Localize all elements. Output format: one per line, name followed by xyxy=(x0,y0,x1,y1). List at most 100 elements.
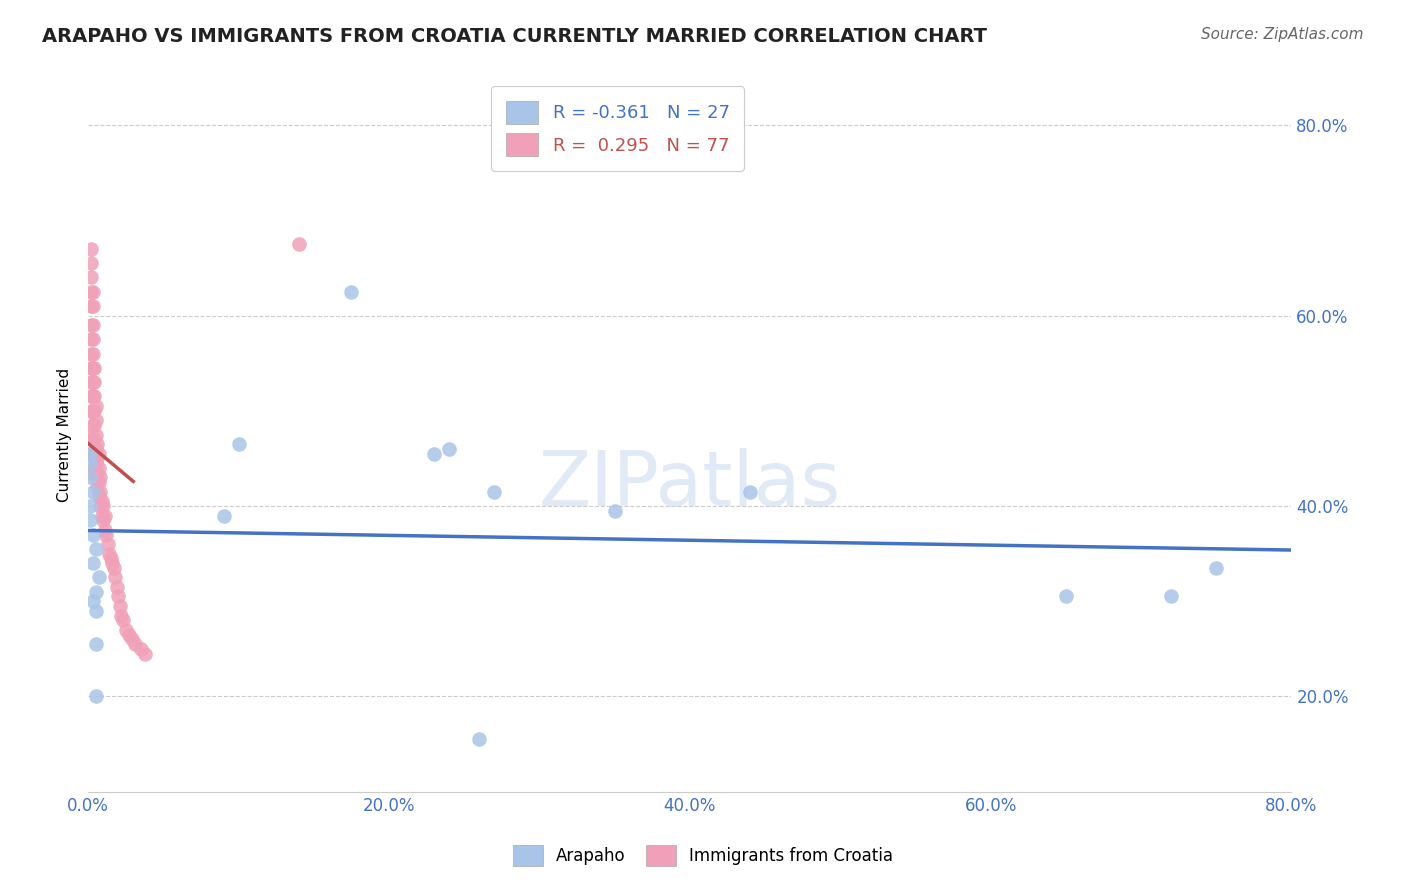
Point xyxy=(82,556,104,570)
Point xyxy=(87,447,110,461)
Point xyxy=(79,513,101,527)
Point xyxy=(82,403,104,417)
Point xyxy=(84,442,107,456)
Point xyxy=(80,318,103,332)
Point xyxy=(212,508,235,523)
Point xyxy=(93,508,115,523)
Point xyxy=(80,299,103,313)
Point xyxy=(80,389,103,403)
Point xyxy=(82,484,104,499)
Point xyxy=(90,508,112,523)
Point xyxy=(108,599,131,613)
Point xyxy=(84,427,107,442)
Point xyxy=(134,647,156,661)
Point xyxy=(79,447,101,461)
Point xyxy=(83,375,105,389)
Point xyxy=(82,360,104,375)
Point xyxy=(87,570,110,584)
Point xyxy=(98,547,121,561)
Point xyxy=(97,537,120,551)
Point xyxy=(83,360,105,375)
Point xyxy=(105,580,128,594)
Point xyxy=(82,433,104,447)
Point xyxy=(84,604,107,618)
Point xyxy=(84,584,107,599)
Point xyxy=(80,242,103,256)
Point xyxy=(84,456,107,470)
Point xyxy=(124,637,146,651)
Point xyxy=(340,285,363,299)
Point xyxy=(79,499,101,513)
Point xyxy=(89,470,111,484)
Point xyxy=(83,403,105,417)
Point xyxy=(93,523,115,537)
Point xyxy=(104,570,127,584)
Point xyxy=(80,360,103,375)
Point xyxy=(1054,590,1077,604)
Point xyxy=(96,527,118,541)
Point xyxy=(87,490,110,504)
Point xyxy=(84,637,107,651)
Point xyxy=(79,466,101,480)
Point xyxy=(89,499,111,513)
Point xyxy=(87,461,110,475)
Point xyxy=(79,470,101,484)
Point xyxy=(82,375,104,389)
Text: ZIPatlas: ZIPatlas xyxy=(538,448,841,522)
Point xyxy=(603,504,626,518)
Point xyxy=(129,641,152,656)
Point xyxy=(118,627,141,641)
Point xyxy=(110,608,132,623)
Point xyxy=(83,389,105,403)
Legend: R = -0.361   N = 27, R =  0.295   N = 77: R = -0.361 N = 27, R = 0.295 N = 77 xyxy=(491,87,744,170)
Point xyxy=(82,389,104,403)
Point xyxy=(107,590,129,604)
Point xyxy=(86,480,108,494)
Point xyxy=(91,499,114,513)
Y-axis label: Currently Married: Currently Married xyxy=(58,368,72,501)
Point xyxy=(80,346,103,360)
Point xyxy=(79,456,101,470)
Point xyxy=(82,527,104,541)
Point xyxy=(84,470,107,484)
Point xyxy=(83,433,105,447)
Point xyxy=(80,270,103,285)
Point xyxy=(79,447,101,461)
Text: ARAPAHO VS IMMIGRANTS FROM CROATIA CURRENTLY MARRIED CORRELATION CHART: ARAPAHO VS IMMIGRANTS FROM CROATIA CURRE… xyxy=(42,27,987,45)
Point xyxy=(82,447,104,461)
Point xyxy=(83,461,105,475)
Point xyxy=(82,285,104,299)
Point xyxy=(82,418,104,433)
Point xyxy=(84,541,107,556)
Point xyxy=(83,418,105,433)
Point xyxy=(82,332,104,346)
Point xyxy=(82,594,104,608)
Point xyxy=(484,484,506,499)
Point xyxy=(103,561,125,575)
Legend: Arapaho, Immigrants from Croatia: Arapaho, Immigrants from Croatia xyxy=(505,837,901,875)
Point xyxy=(82,299,104,313)
Point xyxy=(86,437,108,451)
Text: Source: ZipAtlas.com: Source: ZipAtlas.com xyxy=(1201,27,1364,42)
Point xyxy=(82,318,104,332)
Point xyxy=(91,513,114,527)
Point xyxy=(101,556,124,570)
Point xyxy=(84,413,107,427)
Point xyxy=(86,466,108,480)
Point xyxy=(80,285,103,299)
Point xyxy=(87,475,110,490)
Point xyxy=(468,732,491,747)
Point xyxy=(80,332,103,346)
Point xyxy=(82,346,104,360)
Point xyxy=(1160,590,1182,604)
Point xyxy=(84,690,107,704)
Point xyxy=(738,484,761,499)
Point xyxy=(121,632,143,647)
Point xyxy=(423,447,446,461)
Point xyxy=(83,447,105,461)
Point xyxy=(86,451,108,466)
Point xyxy=(437,442,460,456)
Point xyxy=(79,427,101,442)
Point xyxy=(100,551,122,566)
Point xyxy=(111,613,134,627)
